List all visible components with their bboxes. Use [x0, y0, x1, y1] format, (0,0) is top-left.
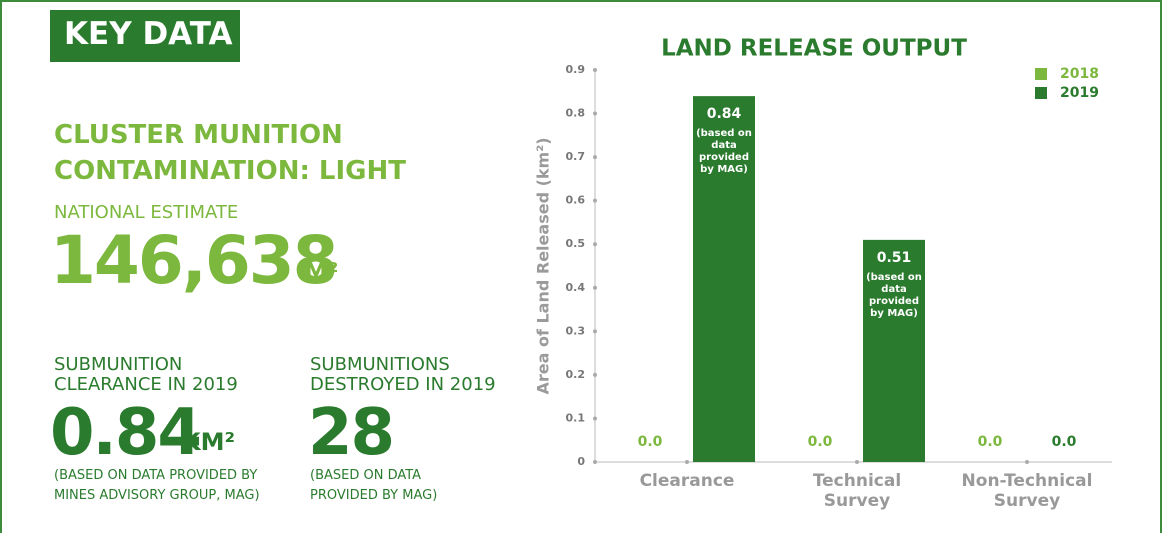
value-label: 0.0: [978, 434, 1003, 450]
stat-value: 28: [308, 396, 395, 470]
bar: [693, 96, 755, 462]
bar: [863, 239, 925, 462]
x-tick-label: Clearance: [639, 471, 735, 491]
legend-label: 2018: [1060, 66, 1099, 82]
x-tick-label: Non-Technical Survey: [961, 471, 1093, 511]
legend-swatch: [1035, 87, 1047, 99]
section-title: CONTAMINATION: LIGHT: [54, 156, 406, 186]
stat-note: MINES ADVISORY GROUP, MAG): [54, 488, 260, 503]
y-tick-label: 0.4: [566, 281, 586, 294]
tick-mark: [593, 68, 597, 72]
tick-mark: [593, 285, 597, 290]
y-tick-label: 0.8: [566, 107, 586, 120]
legend-label: 2019: [1060, 85, 1099, 101]
y-tick-label: 0.9: [566, 63, 586, 76]
value-label: 0.0: [638, 434, 663, 450]
tick-mark: [593, 416, 597, 421]
y-tick-label: 0.7: [566, 150, 586, 163]
title-box: [50, 10, 240, 62]
estimate-label: NATIONAL ESTIMATE: [54, 202, 239, 223]
tick-mark: [593, 329, 597, 334]
stat-note: PROVIDED BY MAG): [310, 488, 438, 503]
tick-mark: [593, 460, 597, 464]
tick-mark: [593, 198, 597, 203]
y-tick-label: 0: [577, 455, 585, 468]
stat-label: CLEARANCE IN 2019: [54, 374, 238, 395]
bar-annotation: (based on data provided by MAG): [866, 271, 922, 319]
section-title: CLUSTER MUNITION: [54, 120, 343, 150]
tick-mark: [593, 372, 597, 377]
estimate-value: 146,638: [50, 222, 339, 299]
tick-mark: [855, 460, 859, 464]
stat-note: (BASED ON DATA PROVIDED BY: [54, 468, 258, 483]
estimate-unit: M²: [304, 258, 339, 286]
tick-mark: [593, 155, 597, 160]
value-label: 0.0: [808, 434, 833, 450]
stat-label: DESTROYED IN 2019: [310, 374, 496, 395]
tick-mark: [1025, 460, 1029, 464]
tick-mark: [593, 242, 597, 247]
y-axis-label: Area of Land Released (km²): [534, 137, 553, 394]
stat-value: 0.84: [50, 396, 202, 470]
y-tick-label: 0.5: [566, 237, 586, 250]
y-tick-label: 0.1: [566, 411, 586, 424]
value-label: 0.51: [877, 250, 912, 266]
value-label: 0.0: [1052, 434, 1077, 450]
y-tick-label: 0.3: [566, 324, 586, 337]
stat-unit: KM²: [182, 428, 235, 456]
stat-label: SUBMUNITIONS: [310, 354, 450, 375]
value-label: 0.84: [707, 106, 742, 122]
x-tick-label: Technical Survey: [812, 471, 902, 511]
legend-swatch: [1035, 68, 1047, 80]
y-tick-label: 0.6: [566, 194, 586, 207]
y-tick-label: 0.2: [566, 368, 586, 381]
tick-mark: [593, 111, 597, 116]
chart-title: LAND RELEASE OUTPUT: [661, 36, 967, 62]
tick-mark: [685, 460, 689, 464]
bar-annotation: (based on data provided by MAG): [696, 128, 752, 176]
stat-note: (BASED ON DATA: [310, 468, 422, 483]
stat-label: SUBMUNITION: [54, 354, 183, 375]
page-title: KEY DATA: [64, 16, 233, 52]
